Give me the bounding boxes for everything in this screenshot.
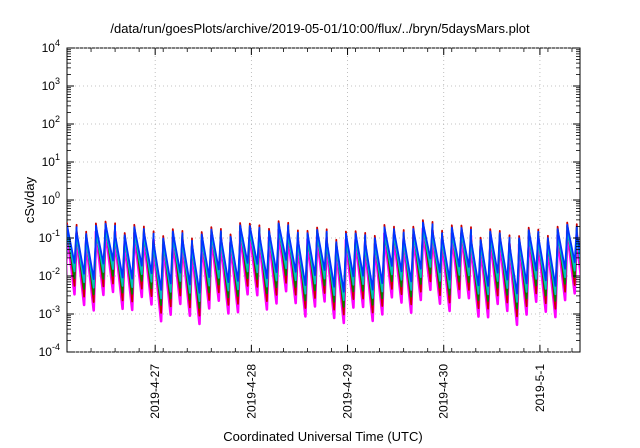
y-tick-label: 104	[42, 38, 60, 55]
series-layer	[67, 219, 580, 327]
x-tick-label: 2019-4-27	[148, 364, 162, 419]
x-tick-label: 2019-5-1	[533, 364, 547, 412]
y-axis: 104 103 102 101 100 10-1 10-2 10-3 10-4	[39, 38, 580, 359]
x-tick-label: 2019-4-29	[341, 364, 355, 419]
y-tick-label: 100	[42, 190, 60, 207]
y-tick-label: 10-1	[39, 228, 60, 245]
x-tick-label: 2019-4-28	[244, 364, 258, 419]
grid	[67, 47, 580, 353]
x-axis-label: Coordinated Universal Time (UTC)	[223, 429, 422, 444]
chart-title: /data/run/goesPlots/archive/2019-05-01/1…	[110, 21, 530, 36]
y-tick-label: 10-2	[39, 266, 60, 283]
y-tick-label: 10-3	[39, 304, 60, 321]
y-axis-label: cSv/day	[22, 176, 37, 223]
series-line	[67, 221, 580, 295]
y-tick-label: 102	[42, 114, 60, 131]
y-tick-label: 101	[42, 152, 60, 169]
y-tick-label: 103	[42, 76, 60, 93]
y-tick-label: 10-4	[39, 342, 60, 359]
x-axis: 2019-4-27 2019-4-28 2019-4-29 2019-4-30 2019…	[66, 48, 573, 419]
x-tick-label: 2019-4-30	[437, 364, 451, 419]
